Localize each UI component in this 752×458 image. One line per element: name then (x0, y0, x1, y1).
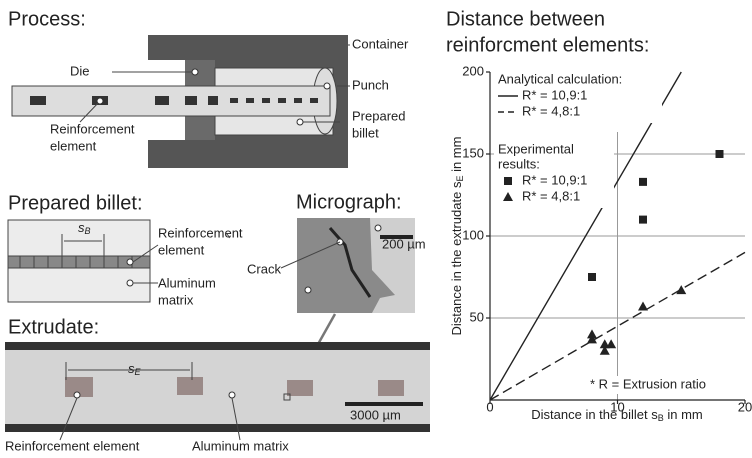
marker-dot (192, 69, 198, 75)
label: Aluminum (158, 275, 216, 290)
label: Die (70, 63, 90, 78)
label: Container (352, 36, 409, 51)
text: in mm (664, 407, 703, 422)
legend-label: R* = 10,9:1 (522, 172, 587, 187)
figure: Process: Container Die Punch Prepared bi… (0, 0, 752, 458)
section-title: Process: (8, 8, 86, 30)
marker-dot (297, 119, 303, 125)
y-tick-label: 200 (462, 63, 484, 78)
y-tick-label: 100 (462, 227, 484, 242)
chart-title: reinforcment elements: (446, 34, 649, 56)
label: Aluminum matrix (192, 438, 289, 453)
scale-bar (345, 402, 423, 406)
label: Prepared (352, 108, 405, 123)
label: Reinforcement element (5, 438, 140, 453)
y-tick-label: 150 (462, 145, 484, 160)
legend-label: R* = 4,8:1 (522, 103, 580, 118)
edge (5, 424, 430, 432)
edge (5, 342, 430, 350)
section-title: Prepared billet: (8, 192, 143, 214)
label: element (158, 242, 205, 257)
section-title: Micrograph: (296, 191, 402, 213)
y-tick-label: 50 (470, 309, 484, 324)
text: Distance in the billet s (531, 407, 658, 422)
chart-title: Distance between (446, 8, 605, 30)
label: Crack (247, 261, 281, 276)
square-marker (639, 216, 647, 224)
marker-dot (97, 98, 103, 104)
marker-dot (229, 392, 235, 398)
square-marker (639, 178, 647, 186)
note: * R = Extrusion ratio (590, 376, 706, 391)
marker-dot (375, 225, 381, 231)
label: Reinforcement (50, 121, 135, 136)
label: billet (352, 125, 379, 140)
marker-dot (74, 392, 80, 398)
label: element (50, 138, 97, 153)
legend-label: R* = 4,8:1 (522, 188, 580, 203)
square-marker (588, 273, 596, 281)
marker-dot (324, 83, 330, 89)
text: Distance in the extrudate s (449, 181, 464, 335)
triangle-marker (638, 302, 648, 311)
marker-dot (127, 280, 133, 286)
legend-title: Experimental (498, 141, 574, 156)
label: Reinforcement (158, 225, 243, 240)
scale-label: 200 µm (382, 236, 426, 251)
legend-label: R* = 10,9:1 (522, 87, 587, 102)
marker-dot (127, 259, 133, 265)
label: matrix (158, 292, 194, 307)
square-marker (504, 177, 512, 185)
subscript: B (85, 226, 91, 236)
subscript: E (135, 367, 142, 377)
triangle-marker (606, 339, 616, 348)
legend-title: results: (498, 156, 540, 171)
legend-title: Analytical calculation: (498, 71, 622, 86)
scale-label: 3000 µm (350, 407, 401, 422)
section-title: Extrudate: (8, 316, 99, 338)
label: Punch (352, 77, 389, 92)
marker-dot (305, 287, 311, 293)
square-marker (716, 150, 724, 158)
